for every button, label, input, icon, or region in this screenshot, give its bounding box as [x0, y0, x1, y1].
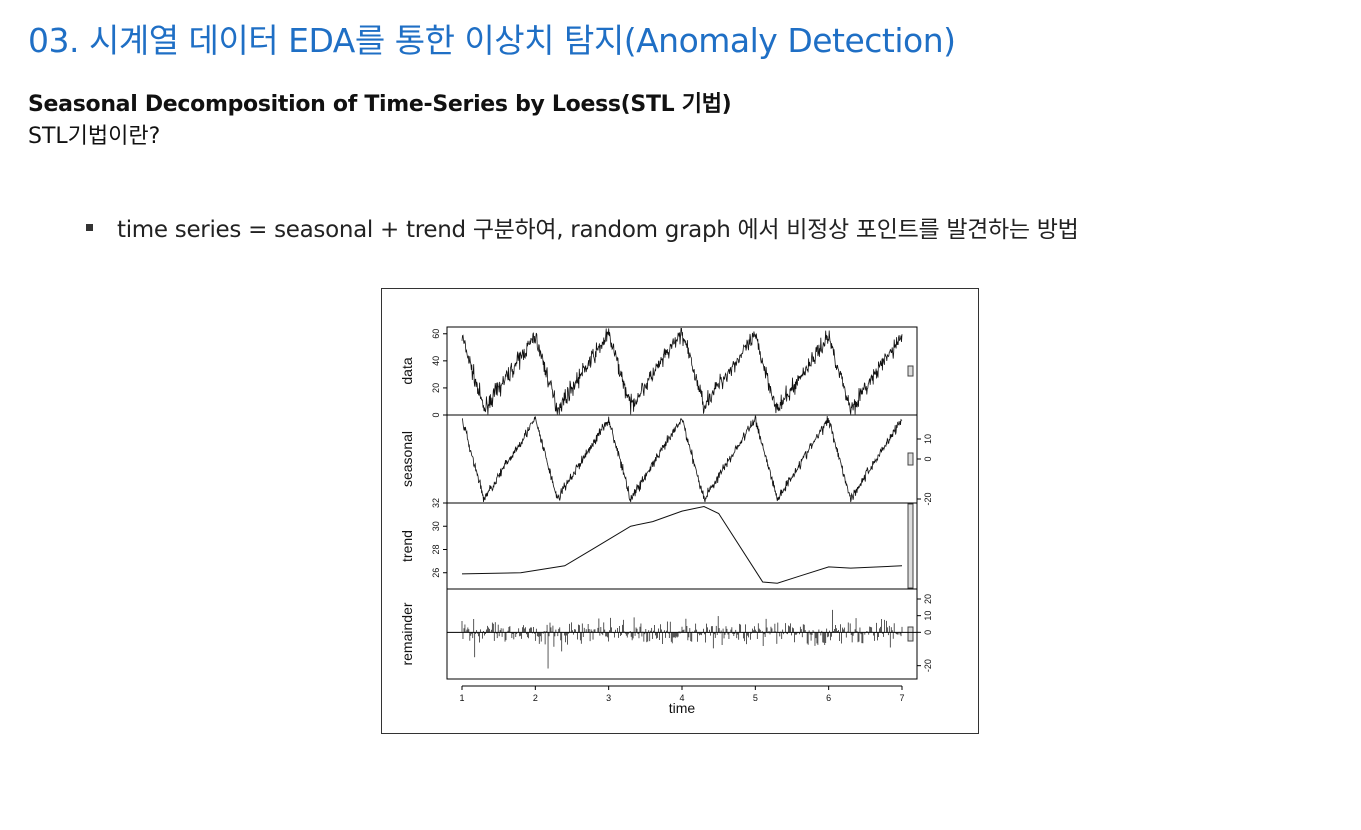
panel-frame-data	[446, 326, 918, 416]
scale-bar-seasonal	[907, 452, 914, 466]
ytick-label-seasonal: -20	[923, 492, 933, 505]
bullet-item: time series = seasonal + trend 구분하여, ran…	[86, 210, 1079, 244]
series-line-trend	[461, 505, 903, 584]
scale-bar-trend	[907, 503, 914, 589]
panel-frame-remainder	[446, 588, 918, 680]
ytick-label-data: 60	[431, 329, 441, 339]
xtick-label: 7	[899, 693, 904, 703]
ytick-label-trend: 28	[431, 544, 441, 554]
x-axis-label: time	[669, 700, 696, 716]
section-question: STL기법이란?	[28, 124, 161, 149]
stl-decomposition-figure: data 0 20 40 60 seasonal -20 0 10 trend 26 28 30 32 re…	[381, 288, 979, 734]
ytick-label-trend: 30	[431, 521, 441, 531]
ylabel-data: data	[399, 357, 415, 384]
stl-chart-svg: data0204060seasonal-20010trend26283032re…	[399, 326, 933, 716]
scale-bar-data	[907, 365, 914, 377]
xtick-label: 4	[679, 693, 684, 703]
page-title: 03. 시계열 데이터 EDA를 통한 이상치 탐지(Anomaly Detec…	[28, 21, 956, 60]
xtick-label: 5	[753, 693, 758, 703]
ytick-label-data: 40	[431, 356, 441, 366]
series-line-seasonal	[461, 414, 903, 503]
xtick-label: 2	[533, 693, 538, 703]
bullet-square-icon	[86, 224, 93, 231]
section-subtitle: Seasonal Decomposition of Time-Series by…	[28, 92, 732, 117]
ylabel-remainder: remainder	[399, 602, 415, 665]
ytick-label-seasonal: 10	[923, 434, 933, 444]
bullet-text: time series = seasonal + trend 구분하여, ran…	[117, 217, 1079, 243]
ytick-label-seasonal: 0	[923, 456, 933, 461]
ytick-label-remainder: -20	[923, 659, 933, 672]
ytick-label-remainder: 10	[923, 611, 933, 621]
xtick-label: 3	[606, 693, 611, 703]
xtick-label: 6	[826, 693, 831, 703]
scale-bar-remainder	[907, 626, 914, 642]
panel-frame-seasonal	[446, 414, 918, 504]
ytick-label-data: 0	[431, 412, 441, 417]
ylabel-trend: trend	[399, 530, 415, 562]
ytick-label-data: 20	[431, 383, 441, 393]
panel-frame-trend	[446, 502, 918, 590]
series-line-data	[461, 328, 903, 415]
xtick-label: 1	[459, 693, 464, 703]
ylabel-seasonal: seasonal	[399, 431, 415, 487]
ytick-label-remainder: 20	[923, 594, 933, 604]
ytick-label-remainder: 0	[923, 630, 933, 635]
ytick-label-trend: 32	[431, 498, 441, 508]
ytick-label-trend: 26	[431, 568, 441, 578]
